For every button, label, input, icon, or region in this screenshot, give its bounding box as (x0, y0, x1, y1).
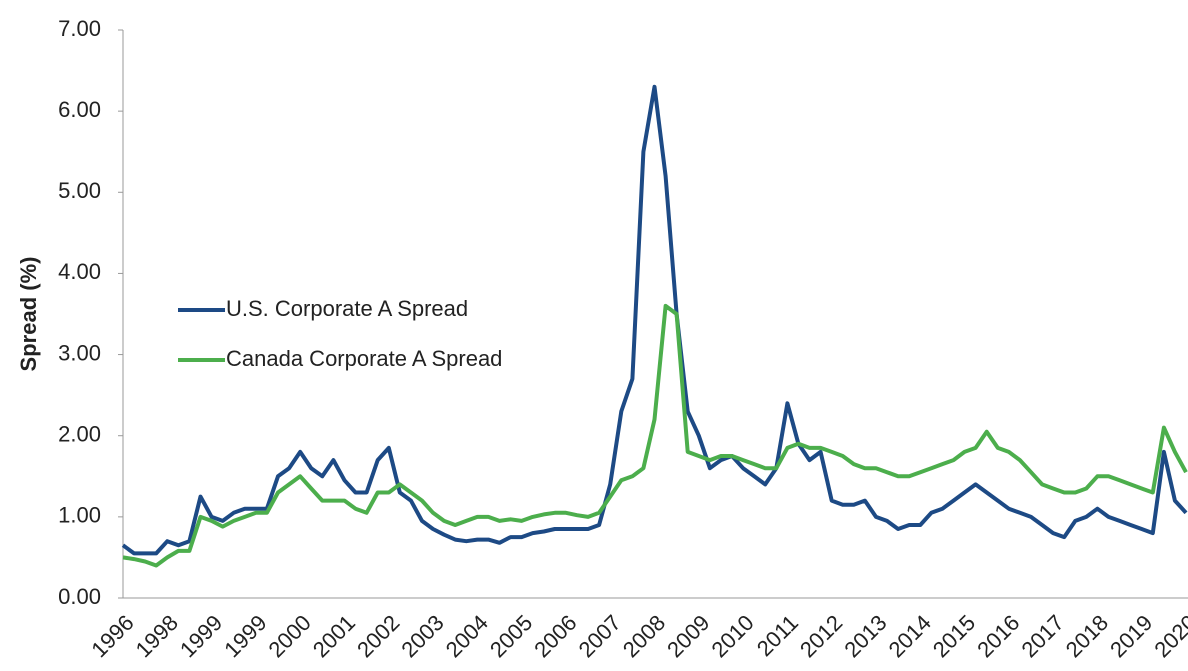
y-tick-label: 7.00 (58, 16, 101, 41)
x-tick-label: 2020 (1149, 610, 1188, 662)
y-tick-label: 5.00 (58, 178, 101, 203)
x-tick-label: 2003 (396, 610, 448, 662)
x-tick-label: 2007 (574, 610, 626, 662)
x-tick-label: 2000 (264, 610, 316, 662)
x-tick-label: 2019 (1105, 610, 1157, 662)
x-tick-label: 2015 (928, 610, 980, 662)
y-tick-label: 2.00 (58, 422, 101, 447)
x-tick-label: 2006 (529, 610, 581, 662)
x-tick-label: 2018 (1061, 610, 1113, 662)
x-tick-label: 2002 (352, 610, 404, 662)
x-tick-label: 2004 (441, 610, 493, 662)
line-series (122, 303, 1188, 568)
x-tick-label: 2008 (618, 610, 670, 662)
y-tick-label: 1.00 (58, 503, 101, 528)
x-tick-label: 2011 (752, 610, 803, 661)
legend-label: U.S. Corporate A Spread (226, 296, 468, 321)
legend-label: Canada Corporate A Spread (226, 346, 502, 371)
x-tick-label: 1996 (86, 610, 138, 662)
y-tick-label: 0.00 (58, 584, 101, 609)
x-tick-label: 2016 (972, 610, 1024, 662)
x-tick-label: 1999 (219, 610, 271, 662)
x-tick-label: 2017 (1016, 610, 1068, 662)
x-tick-label: 2001 (308, 610, 360, 662)
y-tick-label: 6.00 (58, 97, 101, 122)
line-series (121, 84, 1188, 556)
y-tick-label: 4.00 (58, 259, 101, 284)
x-tick-label: 1999 (175, 610, 227, 662)
x-tick-label: 2014 (884, 610, 936, 662)
x-tick-label: 1998 (131, 610, 183, 662)
y-tick-label: 3.00 (58, 340, 101, 365)
x-tick-label: 2010 (706, 610, 758, 662)
x-tick-label: 2012 (795, 610, 847, 662)
y-axis-label: Spread (%) (16, 257, 41, 372)
x-tick-label: 2013 (839, 610, 891, 662)
x-tick-label: 2009 (662, 610, 714, 662)
x-tick-label: 2005 (485, 610, 537, 662)
